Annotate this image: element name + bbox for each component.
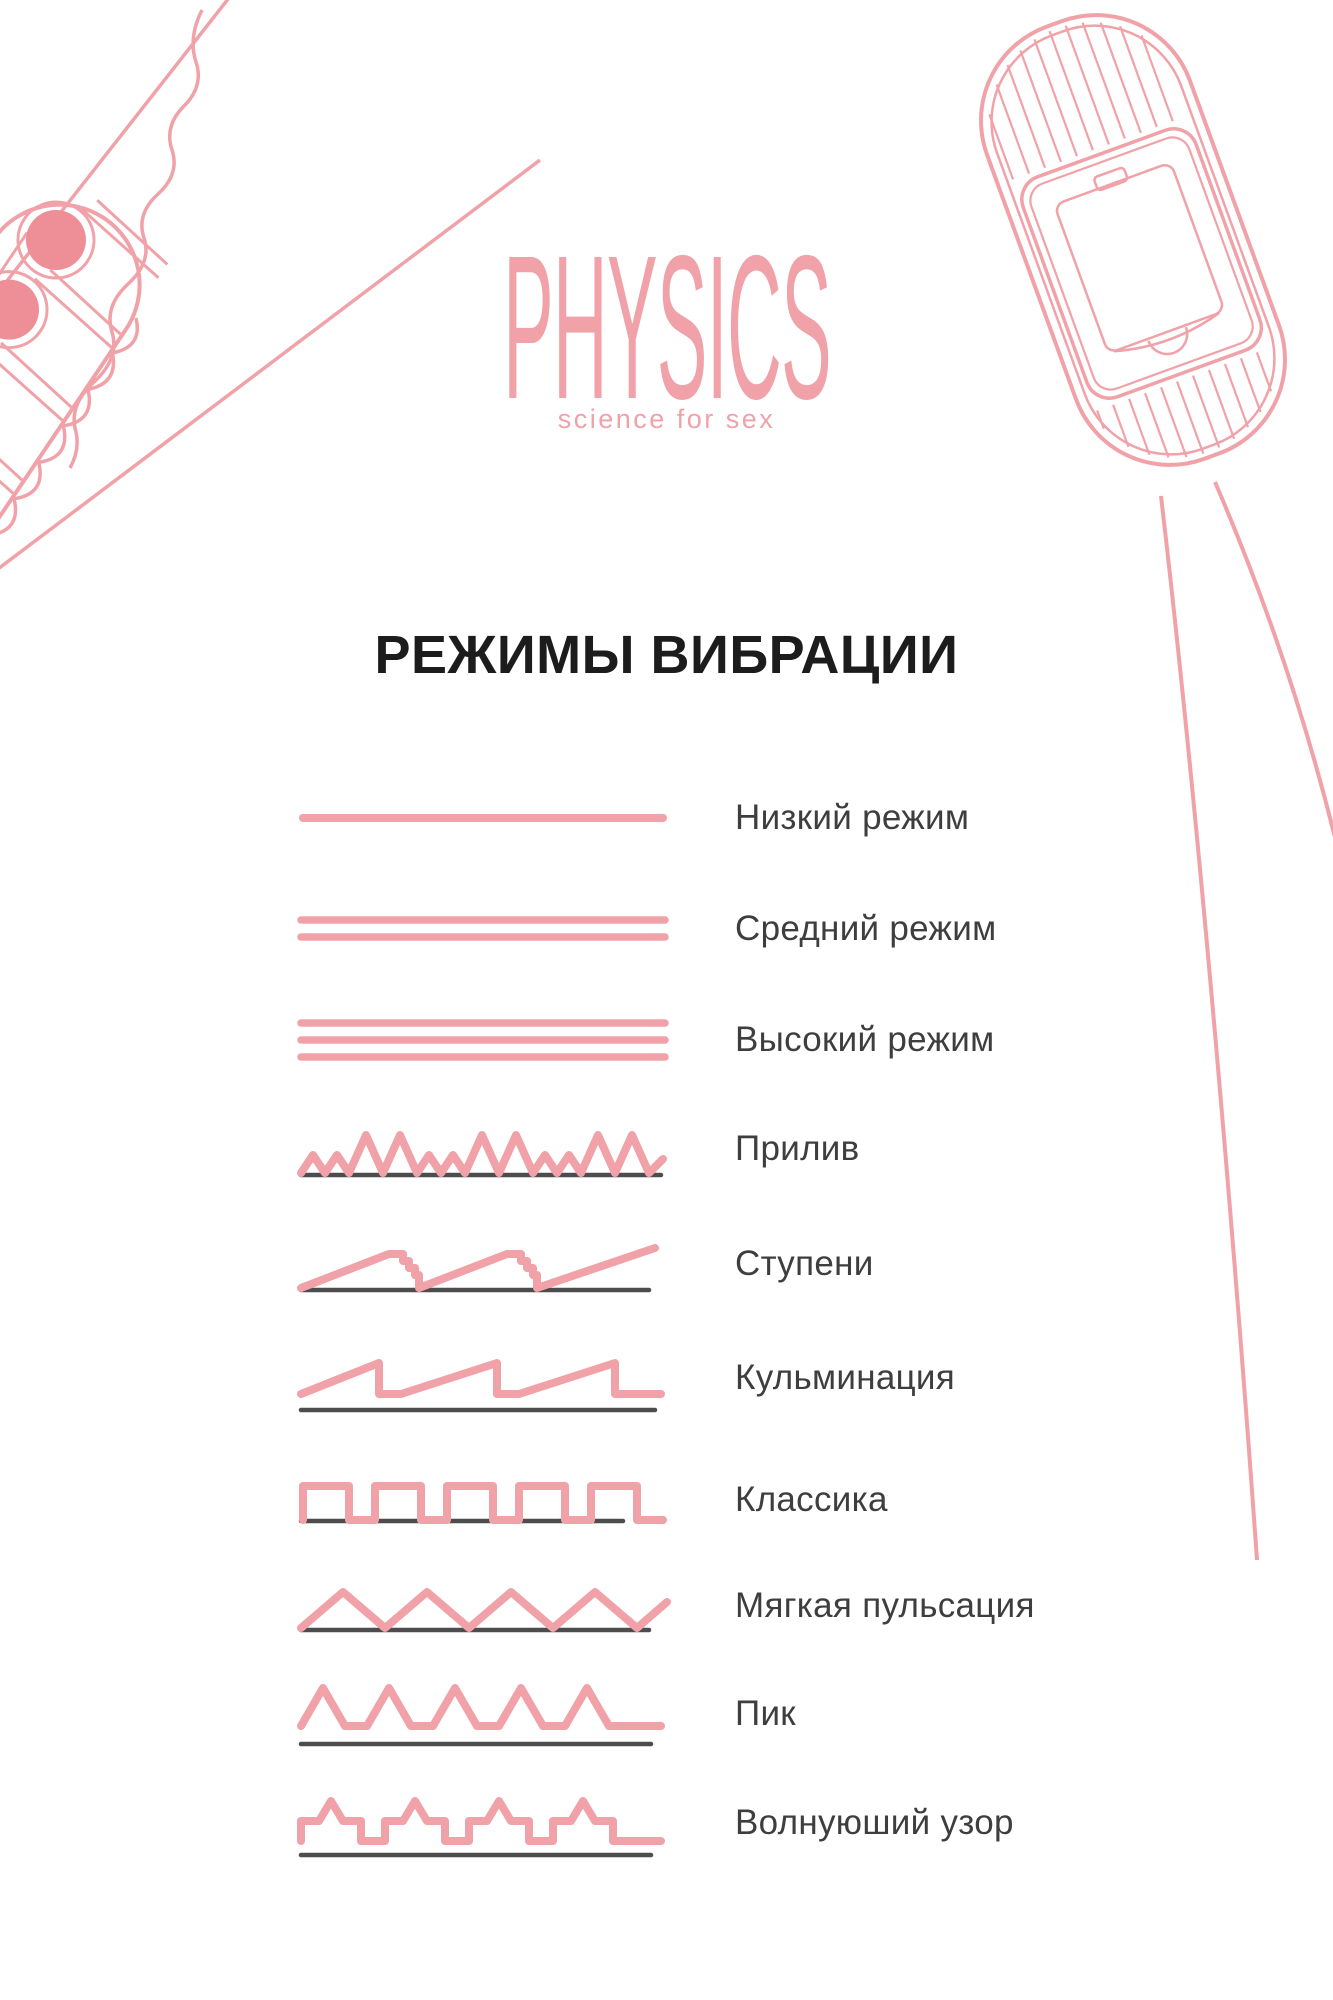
mode-row: Волнуюший узор: [293, 1778, 1333, 1868]
mode-label: Мягкая пульсация: [735, 1586, 1035, 1625]
waveform-peak-icon: [293, 1674, 673, 1754]
mode-row: Средний режим: [293, 884, 1333, 974]
mode-label: Средний режим: [735, 909, 997, 948]
waveform-castellated-icon: [293, 1783, 673, 1863]
mode-label: Кульминация: [735, 1358, 956, 1397]
mode-label: Низкий режим: [735, 798, 970, 837]
mode-row: Классика: [293, 1455, 1333, 1545]
waveform-triangle-icon: [293, 1566, 673, 1646]
mode-row: Прилив: [293, 1104, 1333, 1194]
mode-row: Низкий режим: [293, 773, 1333, 863]
waveform-tide-icon: [293, 1109, 673, 1189]
brand-logo-text: PHYSICS: [502, 213, 832, 442]
mode-label: Прилив: [735, 1129, 860, 1168]
mode-label: Высокий режим: [735, 1020, 995, 1059]
waveform-line-1-icon: [293, 778, 673, 858]
mode-label: Классика: [735, 1480, 888, 1519]
brand-tagline: science for sex: [557, 404, 776, 434]
mode-label: Ступени: [735, 1244, 874, 1283]
page-title: РЕЖИМЫ ВИБРАЦИИ: [374, 625, 959, 685]
waveform-steps-icon: [293, 1224, 673, 1304]
waveform-line-3-icon: [293, 1000, 673, 1080]
mode-row: Кульминация: [293, 1333, 1333, 1423]
mode-label: Волнуюший узор: [735, 1803, 1014, 1842]
waveform-sawtooth-icon: [293, 1338, 673, 1418]
mode-row: Мягкая пульсация: [293, 1561, 1333, 1651]
waveform-line-2-icon: [293, 889, 673, 969]
waveform-square-icon: [293, 1460, 673, 1540]
mode-row: Пик: [293, 1669, 1333, 1759]
mode-row: Высокий режим: [293, 995, 1333, 1085]
brand-logo: PHYSICS: [0, 213, 1333, 442]
mode-row: Ступени: [293, 1219, 1333, 1309]
mode-label: Пик: [735, 1694, 796, 1733]
